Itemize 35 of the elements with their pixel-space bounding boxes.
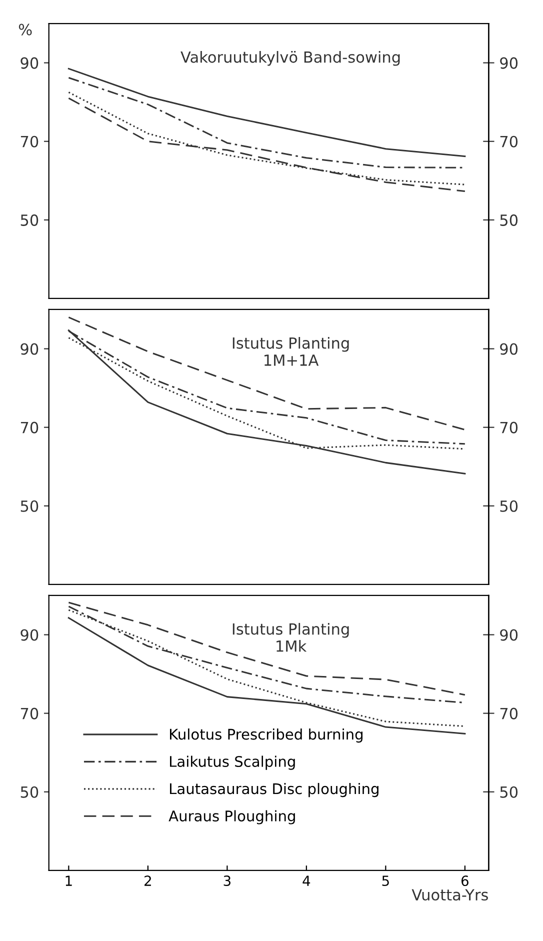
y-tick-label: 50 (20, 214, 38, 226)
y2-tick-label: 50 (500, 214, 518, 226)
y2-tick-label: 90 (500, 343, 518, 355)
line-series (68, 316, 466, 430)
y2-tick-label: 70 (500, 708, 518, 720)
line-series (68, 68, 466, 158)
y2-tick-label: 50 (500, 786, 518, 798)
y-tick-label: 70 (20, 136, 38, 148)
x-tick-label: 6 (461, 876, 468, 886)
y2-tick-label: 90 (500, 629, 518, 641)
legend-label: Auraus Ploughing (168, 810, 295, 824)
legend-label: Laikutus Scalping (170, 756, 295, 770)
y2-tick-label: 50 (500, 500, 518, 512)
x-tick-label: 5 (382, 876, 389, 886)
x-tick-label: 2 (144, 876, 151, 886)
text: Istutus Planting 1Mk (232, 622, 349, 652)
y2-tick-label: 70 (500, 136, 518, 148)
legend-label: Kulotus Prescribed burning (170, 728, 362, 743)
y2-tick-label: 70 (500, 422, 518, 434)
y2-tick-label: 90 (500, 57, 518, 69)
y-tick-label: 70 (20, 708, 38, 720)
y-tick-label: 70 (20, 422, 38, 434)
y-axis-title: % (18, 24, 32, 36)
x-tick-label: 1 (66, 876, 72, 886)
x-tick-label: 3 (224, 876, 230, 886)
x-axis-title: Vuotta-Yrs (412, 889, 488, 901)
y-tick-label: 50 (20, 786, 38, 798)
text: Vakoruutukylvö Band-sowing (180, 51, 400, 66)
y-tick-label: 90 (20, 343, 38, 355)
text: Istutus Planting 1M+1A (232, 336, 349, 366)
legend-label: Lautasauraus Disc ploughing (170, 782, 378, 798)
y-tick-label: 50 (20, 500, 38, 512)
y-tick-label: 90 (20, 57, 38, 69)
y-tick-label: 90 (20, 629, 38, 641)
x-tick-label: 4 (302, 876, 310, 886)
